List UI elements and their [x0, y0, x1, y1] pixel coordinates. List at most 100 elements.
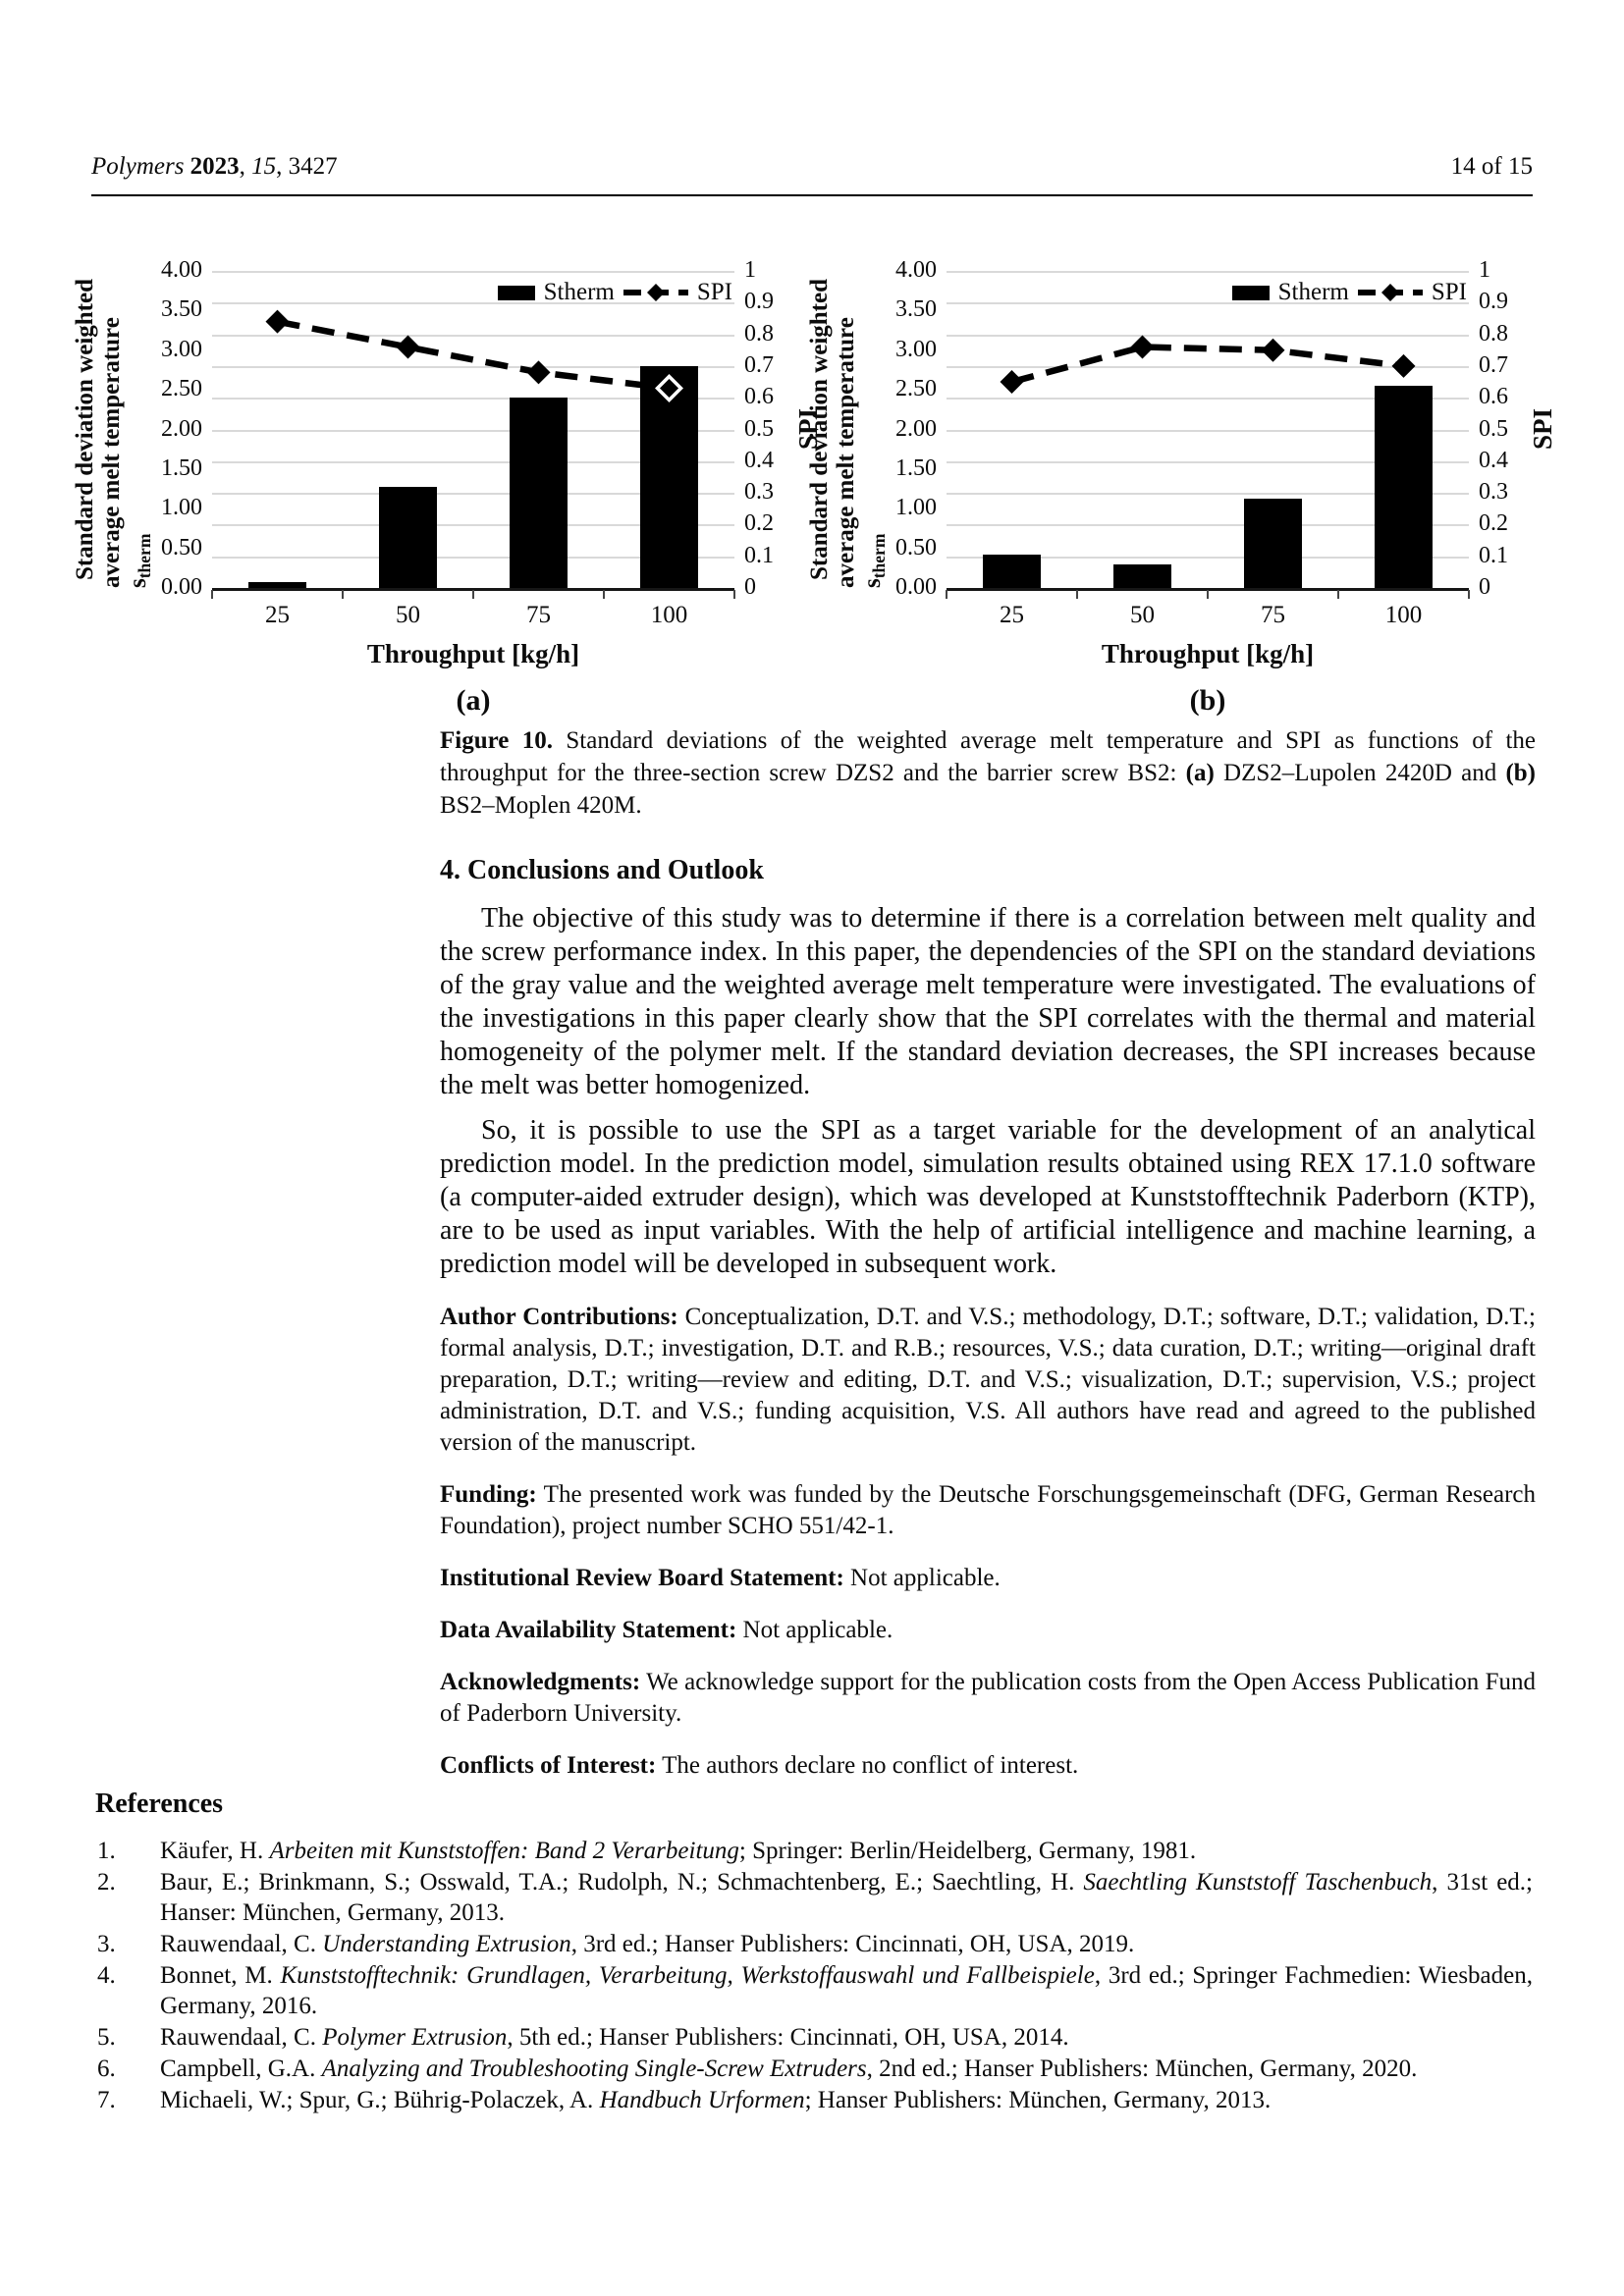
- stherm-bar: [509, 398, 568, 588]
- gridline: [212, 429, 734, 432]
- gridline: [212, 460, 734, 463]
- legend-line-label: SPI: [1431, 279, 1467, 305]
- gridline: [947, 524, 1469, 527]
- statement-label: Data Availability Statement:: [440, 1617, 737, 1643]
- text-segment: Rauwendaal, C.: [160, 1931, 323, 1957]
- text-segment: , 2nd ed.; Hanser Publishers: München, G…: [866, 2056, 1418, 2082]
- text-segment: (a): [1185, 760, 1215, 786]
- x-axis-tick-mark: [1076, 590, 1078, 599]
- reference-number: 1.: [97, 1838, 116, 1864]
- text-segment: Bonnet, M.: [160, 1962, 281, 1989]
- y-left-tick: 4.00: [161, 257, 202, 283]
- gridline: [947, 556, 1469, 559]
- spi-line: [276, 318, 670, 392]
- y-left-tick: 3.00: [161, 336, 202, 362]
- y-right-tick: 0.7: [1479, 351, 1508, 378]
- y-left-tick: 0.00: [895, 574, 937, 600]
- y-left-tick: 2.50: [895, 376, 937, 402]
- header-rule: [91, 194, 1533, 196]
- x-axis-tick-mark: [472, 590, 474, 599]
- gridline: [212, 302, 734, 305]
- y-left-tick: 2.00: [161, 415, 202, 442]
- x-axis-tick-mark: [1207, 590, 1209, 599]
- journal-citation: Polymers 2023, 15, 3427: [91, 153, 338, 181]
- spi-marker: [1261, 338, 1285, 362]
- chart-legend: Stherm SPI: [1231, 279, 1467, 306]
- legend-line-label: SPI: [696, 279, 732, 305]
- x-axis-tick-mark: [603, 590, 605, 599]
- chart-sublabel: (b): [1189, 684, 1226, 717]
- section-heading: 4. Conclusions and Outlook: [440, 855, 764, 885]
- statement-0: Author Contributions: Conceptualization,…: [440, 1302, 1536, 1459]
- statement-2: Institutional Review Board Statement: No…: [440, 1563, 1536, 1594]
- legend-line-sample: [1357, 284, 1423, 301]
- text-segment: Baur, E.; Brinkmann, S.; Osswald, T.A.; …: [160, 1869, 1084, 1896]
- text-segment: Arbeiten mit Kunststoffen: Band 2 Verarb…: [269, 1838, 739, 1864]
- y-right-axis-title-text: SPI: [1528, 408, 1557, 451]
- y-right-tick: 0.1: [744, 542, 774, 568]
- text-segment: DZS2–Lupolen 2420D and: [1214, 760, 1506, 786]
- paragraph-1: The objective of this study was to deter…: [440, 903, 1536, 1100]
- y-left-tick: 0.00: [161, 574, 202, 600]
- y-right-tick: 0.4: [744, 447, 774, 473]
- y-left-tick: 2.00: [895, 415, 937, 442]
- gridline: [212, 271, 734, 273]
- x-tick-label: 50: [1130, 602, 1155, 628]
- x-axis-tick-mark: [1468, 590, 1470, 599]
- statement-text: Not applicable.: [736, 1617, 893, 1643]
- reference-item: 2. Baur, E.; Brinkmann, S.; Osswald, T.A.…: [95, 1867, 1533, 1928]
- chart-sublabel: (a): [456, 684, 491, 717]
- chart-legend: Stherm SPI: [497, 279, 732, 306]
- spi-line-layer: [1000, 335, 1416, 395]
- legend-bar-label: Stherm: [1277, 279, 1349, 305]
- statement-blocks: Author Contributions: Conceptualization,…: [440, 1302, 1536, 1782]
- references-list: 1. Käufer, H. Arbeiten mit Kunststoffen: …: [95, 1836, 1533, 2115]
- text-segment: 15: [251, 153, 277, 180]
- text-segment: Understanding Extrusion: [322, 1931, 571, 1957]
- gridline: [212, 365, 734, 368]
- stherm-bar: [247, 582, 307, 588]
- statement-text: Conceptualization, D.T. and V.S.; method…: [440, 1304, 1536, 1456]
- x-axis-tick-mark: [733, 590, 735, 599]
- text-segment: Polymers: [91, 153, 190, 180]
- spi-marker: [396, 335, 420, 359]
- y-right-tick: 0.5: [744, 415, 774, 442]
- y-left-tick: 3.00: [895, 336, 937, 362]
- spi-marker: [646, 284, 665, 301]
- statement-label: Author Contributions:: [440, 1304, 678, 1330]
- x-tick-label: 100: [1384, 602, 1423, 628]
- y-right-tick: 0.3: [1479, 479, 1508, 506]
- statement-4: Acknowledgments: We acknowledge support …: [440, 1667, 1536, 1730]
- text-segment: Saechtling Kunststoff Taschenbuch: [1083, 1869, 1433, 1896]
- spi-marker: [526, 360, 551, 385]
- text-segment: , 5th ed.; Hanser Publishers: Cincinnati…: [507, 2024, 1069, 2051]
- y-left-tick: 3.50: [895, 296, 937, 323]
- gridline: [947, 429, 1469, 432]
- gridline: [212, 556, 734, 559]
- plot-area: Stherm SPI: [211, 271, 735, 599]
- y-right-tick: 0.7: [744, 351, 774, 378]
- statement-text: We acknowledge support for the publicati…: [440, 1669, 1536, 1727]
- y-right-tick: 0.3: [744, 479, 774, 506]
- y-right-tick: 0.9: [744, 289, 774, 315]
- text-segment: Michaeli, W.; Spur, G.; Bührig-Polaczek,…: [160, 2087, 600, 2113]
- legend-bar-swatch: [497, 285, 535, 300]
- plot-area: Stherm SPI: [946, 271, 1470, 599]
- spi-marker: [1130, 335, 1155, 359]
- gridline: [947, 398, 1469, 400]
- statement-text: The presented work was funded by the Deu…: [440, 1481, 1536, 1539]
- gridline: [212, 493, 734, 496]
- text-segment: BS2–Moplen 420M.: [440, 792, 642, 819]
- reference-number: 3.: [97, 1931, 116, 1957]
- y-right-tick: 0.4: [1479, 447, 1508, 473]
- reference-item: 1. Käufer, H. Arbeiten mit Kunststoffen: …: [95, 1836, 1533, 1866]
- y-left-tick: 1.50: [895, 454, 937, 481]
- gridline: [947, 365, 1469, 368]
- x-tick-label: 25: [265, 602, 290, 628]
- y-right-tick: 1: [1479, 257, 1490, 283]
- reference-item: 6. Campbell, G.A. Analyzing and Troublesh…: [95, 2054, 1533, 2084]
- x-axis-title: Throughput [kg/h]: [1101, 639, 1315, 668]
- y-right-axis-title: SPI: [1528, 271, 1557, 588]
- reference-item: 7. Michaeli, W.; Spur, G.; Bührig-Polacze…: [95, 2085, 1533, 2115]
- spi-line-layer: [265, 309, 683, 402]
